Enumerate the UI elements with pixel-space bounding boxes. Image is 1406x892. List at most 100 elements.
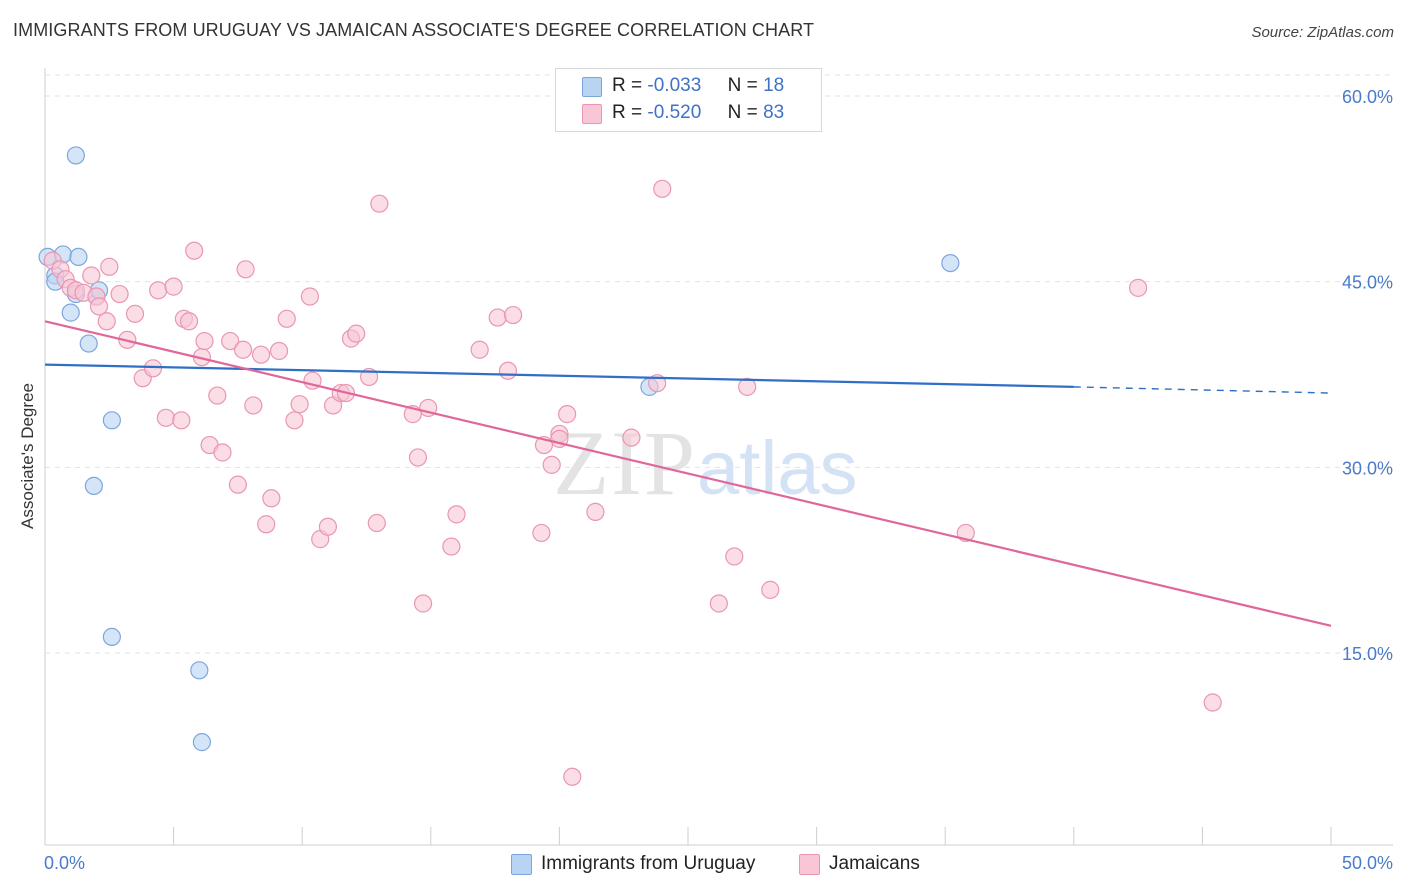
jamaican-legend-label: Jamaicans bbox=[829, 853, 920, 874]
jamaican-point bbox=[156, 408, 175, 427]
jamaican-point bbox=[318, 517, 338, 536]
jamaican-point bbox=[542, 455, 561, 474]
uruguay-point bbox=[190, 661, 209, 680]
jamaican-point bbox=[290, 395, 309, 414]
jamaican-point bbox=[221, 331, 240, 351]
correlation-legend: R = -0.033 N = 18 R = -0.520 N = 83 bbox=[555, 68, 822, 132]
jamaican-point bbox=[285, 411, 304, 430]
jamaican-point bbox=[563, 767, 582, 786]
jamaican-point bbox=[185, 241, 204, 260]
r-value: -0.520 bbox=[647, 102, 702, 123]
uruguay-point bbox=[69, 247, 88, 267]
jamaican-point bbox=[761, 580, 780, 599]
uruguay-swatch bbox=[582, 77, 602, 97]
y-tick-label: 45.0% bbox=[1342, 273, 1393, 293]
jamaican-point bbox=[408, 448, 428, 467]
jamaican-point bbox=[257, 515, 276, 534]
uruguay-trend-line bbox=[44, 363, 1074, 388]
jamaican-point bbox=[269, 341, 289, 361]
y-tick-label: 15.0% bbox=[1342, 644, 1393, 664]
jamaican-point bbox=[532, 523, 551, 543]
legend-row-uruguay: R = -0.033 N = 18 bbox=[556, 74, 821, 100]
chart-title: IMMIGRANTS FROM URUGUAY VS JAMAICAN ASSO… bbox=[13, 20, 815, 40]
jamaican-point bbox=[125, 304, 145, 323]
uruguay-legend-swatch bbox=[511, 854, 532, 875]
jamaican-point bbox=[164, 277, 183, 296]
uruguay-point bbox=[79, 334, 98, 353]
watermark: ZIPatlas bbox=[553, 410, 858, 516]
jamaican-point bbox=[262, 489, 281, 508]
tick-labels: 15.0% 30.0% 45.0% 60.0% 0.0% 50.0% bbox=[44, 87, 1393, 873]
jamaican-point bbox=[251, 345, 271, 364]
r-label: R = bbox=[612, 75, 643, 96]
jamaican-point bbox=[653, 179, 672, 198]
jamaican-point bbox=[233, 340, 253, 359]
jamaican-point bbox=[89, 297, 109, 316]
jamaican-point bbox=[100, 257, 119, 276]
jamaican-point bbox=[498, 361, 518, 380]
jamaican-point bbox=[1203, 693, 1222, 712]
uruguay-points bbox=[38, 146, 1222, 786]
uruguay-point bbox=[102, 627, 121, 647]
jamaican-point bbox=[347, 324, 366, 343]
uruguay-point bbox=[941, 254, 960, 273]
jamaican-point bbox=[622, 428, 641, 447]
jamaican-point bbox=[504, 305, 523, 325]
n-label: N = bbox=[727, 75, 758, 96]
jamaican-point bbox=[244, 396, 263, 415]
jamaican-point bbox=[277, 309, 296, 328]
jamaican-point bbox=[470, 340, 489, 359]
jamaican-point bbox=[300, 287, 320, 306]
jamaican-point bbox=[558, 405, 577, 424]
watermark-zip: ZIP bbox=[553, 412, 697, 514]
jamaican-legend-swatch bbox=[799, 854, 820, 875]
jamaican-point bbox=[1128, 278, 1148, 297]
jamaican-point bbox=[488, 308, 507, 327]
legend-row-jamaican: R = -0.520 N = 83 bbox=[556, 101, 821, 127]
jamaican-point bbox=[149, 281, 168, 300]
uruguay-trend-extension bbox=[1073, 386, 1332, 394]
jamaican-point bbox=[97, 312, 116, 331]
uruguay-point bbox=[66, 146, 85, 165]
trend-lines bbox=[44, 320, 1332, 627]
jamaican-point bbox=[442, 537, 461, 556]
jamaican-point bbox=[82, 266, 101, 285]
jamaican-point bbox=[236, 260, 255, 279]
uruguay-point bbox=[84, 476, 103, 495]
jamaican-point bbox=[208, 386, 227, 405]
jamaican-point bbox=[179, 312, 199, 331]
jamaican-point bbox=[110, 284, 129, 304]
jamaican-point bbox=[228, 475, 247, 494]
grid-lines bbox=[45, 74, 1393, 654]
x-tick-label: 0.0% bbox=[44, 853, 85, 873]
jamaican-point bbox=[172, 411, 191, 430]
x-tick-label: 50.0% bbox=[1342, 853, 1393, 873]
jamaican-point bbox=[367, 513, 386, 533]
jamaican-point bbox=[143, 359, 163, 378]
jamaican-swatch bbox=[582, 104, 602, 124]
jamaican-point bbox=[586, 502, 605, 521]
uruguay-point bbox=[61, 303, 80, 322]
watermark-atlas: atlas bbox=[697, 426, 858, 511]
jamaican-point bbox=[709, 594, 728, 613]
uruguay-point bbox=[102, 411, 121, 430]
jamaican-point bbox=[195, 331, 214, 351]
n-value: 18 bbox=[763, 75, 785, 96]
y-tick-label: 30.0% bbox=[1342, 458, 1393, 478]
y-tick-label: 60.0% bbox=[1342, 87, 1393, 107]
jamaican-point bbox=[447, 505, 466, 524]
jamaican-point bbox=[413, 594, 433, 613]
uruguay-legend-label: Immigrants from Uruguay bbox=[541, 853, 756, 874]
axes bbox=[44, 68, 1393, 846]
jamaican-point bbox=[370, 194, 389, 213]
uruguay-point bbox=[192, 733, 211, 752]
n-value: 83 bbox=[763, 102, 785, 123]
jamaican-trend-line bbox=[44, 320, 1332, 627]
source-note: Source: ZipAtlas.com bbox=[1251, 24, 1394, 41]
n-label: N = bbox=[727, 102, 758, 123]
jamaican-point bbox=[213, 443, 232, 462]
r-label: R = bbox=[612, 102, 643, 123]
jamaican-point bbox=[738, 377, 757, 396]
jamaican-point bbox=[725, 547, 744, 566]
